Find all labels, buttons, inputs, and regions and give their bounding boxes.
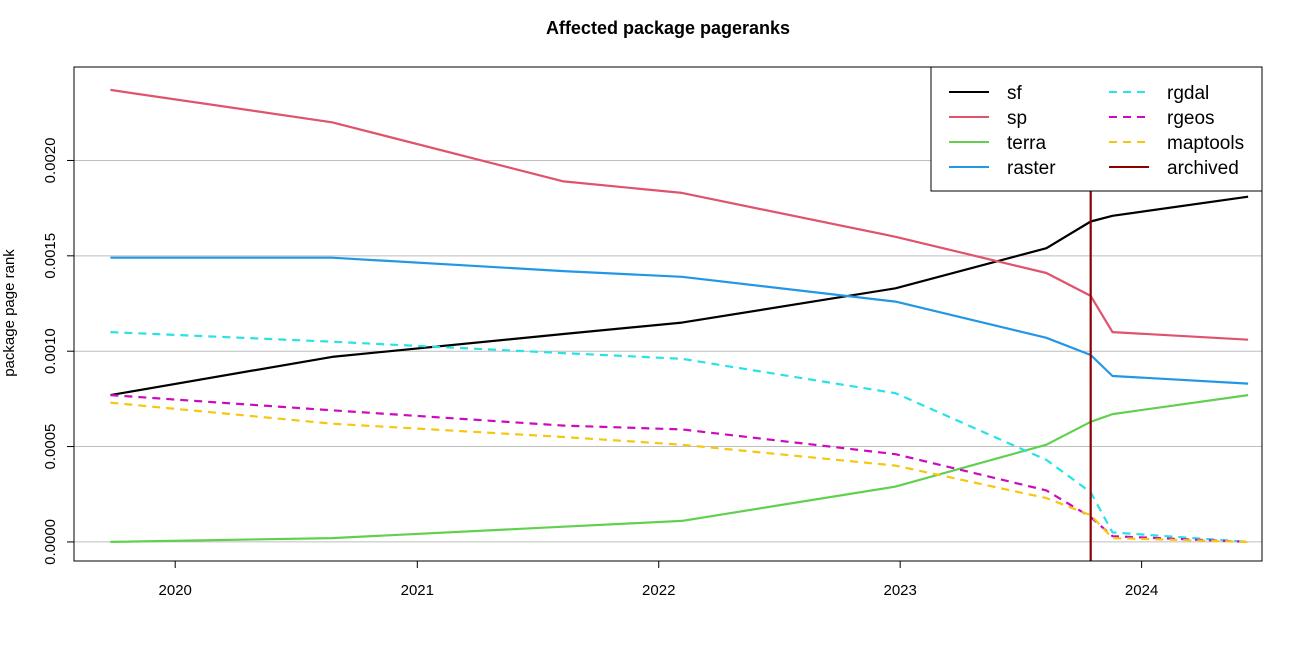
y-tick-label: 0.0020	[42, 138, 59, 184]
series-layer	[110, 88, 1249, 543]
y-tick-label: 0.0015	[42, 233, 59, 279]
series-line-rgeos	[110, 394, 1249, 543]
legend-label-archived: archived	[1167, 158, 1239, 179]
x-axis: 2020 2021 2022 2023 2024	[159, 561, 1158, 599]
x-tick-label: 2020	[159, 582, 192, 599]
y-tick-label: 0.0010	[42, 328, 59, 374]
series-line-maptools	[110, 401, 1249, 543]
legend-label-rgdal: rgdal	[1167, 83, 1209, 104]
series-line-raster	[110, 256, 1249, 385]
x-tick-label: 2024	[1125, 582, 1158, 599]
legend-label-maptools: maptools	[1167, 133, 1244, 154]
y-axis-label: package page rank	[1, 249, 18, 377]
legend-label-terra: terra	[1007, 133, 1047, 154]
y-tick-label: 0.0005	[42, 424, 59, 470]
y-tick-label: 0.0000	[42, 519, 59, 565]
x-tick-label: 2021	[401, 582, 434, 599]
series-line-terra	[110, 394, 1249, 543]
series-line-sf	[110, 195, 1249, 397]
x-tick-label: 2022	[642, 582, 675, 599]
chart-title: Affected package pageranks	[546, 18, 790, 38]
grid	[74, 159, 1262, 543]
legend-label-sf: sf	[1007, 83, 1023, 104]
x-tick-label: 2023	[883, 582, 916, 599]
y-axis: 0.0000 0.0005 0.0010 0.0015 0.0020	[42, 138, 74, 565]
series-line-sp	[110, 88, 1249, 341]
legend-label-rgeos: rgeos	[1167, 108, 1215, 129]
legend-box	[930, 66, 1263, 192]
legend: sf sp terra raster rgdal rgeos maptools archive…	[930, 66, 1263, 192]
plot-frame	[73, 66, 1263, 562]
series-line-rgdal	[110, 331, 1249, 543]
legend-label-sp: sp	[1007, 108, 1027, 129]
legend-label-raster: raster	[1007, 158, 1056, 179]
